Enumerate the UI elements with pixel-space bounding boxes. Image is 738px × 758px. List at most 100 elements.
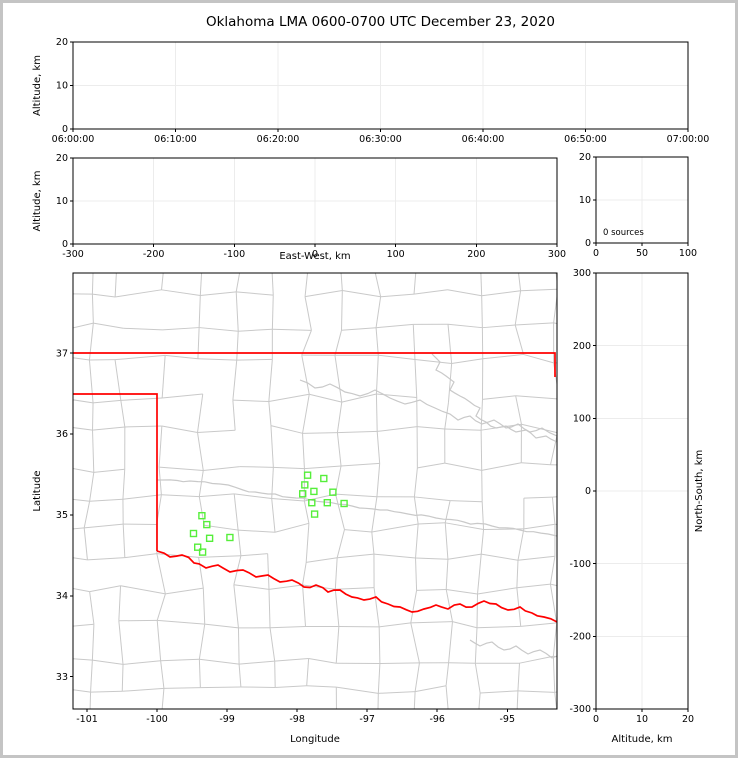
- x-tick-label: 0: [593, 714, 599, 725]
- x-tick-label: 06:20:00: [257, 134, 300, 145]
- y-axis-label-right: North-South, km: [694, 450, 705, 533]
- lma-source-marker: [226, 533, 234, 542]
- lma-source-marker: [329, 488, 337, 496]
- axis-ticks: 0 10 20 -300 -200 -100 0 100 200 300: [569, 268, 694, 725]
- state-border: [73, 352, 557, 623]
- x-axis-label: East-West, km: [279, 251, 350, 262]
- lma-source-marker: [308, 499, 316, 507]
- grid-lines: [73, 42, 688, 129]
- x-tick-label: 50: [636, 248, 648, 259]
- y-tick-label: 0: [62, 239, 68, 250]
- lma-source-marker: [340, 499, 348, 508]
- y-tick-label: 200: [573, 341, 591, 352]
- y-tick-label: -200: [569, 632, 591, 643]
- x-tick-label: 20: [682, 714, 694, 725]
- y-tick-label: 20: [56, 37, 68, 48]
- y-tick-label: 37: [56, 348, 68, 359]
- panel-frame: [72, 41, 689, 130]
- x-tick-label: 0: [593, 248, 599, 259]
- lma-source-marker: [203, 520, 211, 529]
- panel-frame: [595, 156, 689, 244]
- y-tick-label: 35: [56, 510, 68, 521]
- x-tick-label: -100: [224, 249, 246, 260]
- axis-ticks: 0 50 100 0 10 20: [579, 152, 697, 259]
- x-tick-label: 06:50:00: [564, 134, 607, 145]
- x-tick-label: 06:30:00: [359, 134, 402, 145]
- x-tick-label: 07:00:00: [667, 134, 710, 145]
- x-tick-label: 200: [467, 249, 485, 260]
- x-tick-label: 06:40:00: [462, 134, 505, 145]
- x-tick-label: -99: [219, 714, 235, 725]
- x-tick-label: 100: [387, 249, 405, 260]
- lma-source-marker: [310, 487, 318, 496]
- x-tick-label: 300: [548, 249, 566, 260]
- lma-source-marker: [198, 548, 207, 556]
- x-tick-label: 06:00:00: [52, 134, 95, 145]
- grid-lines: [596, 157, 688, 243]
- lma-source-marker: [320, 474, 328, 483]
- y-tick-label: 0: [62, 124, 68, 135]
- panel-northsouth-altitude: 0 10 20 -300 -200 -100 0 100 200 300 Altitude, km N…: [569, 268, 705, 745]
- y-tick-label: 300: [573, 268, 591, 279]
- red-river-line: [156, 550, 557, 623]
- lma-source-marker: [323, 499, 331, 507]
- y-tick-label: 33: [56, 672, 68, 683]
- lma-source-marker: [198, 512, 206, 520]
- y-axis-label: Altitude, km: [32, 55, 43, 116]
- lma-source-marker: [310, 510, 319, 518]
- x-tick-label: 100: [679, 248, 697, 259]
- y-tick-label: 0: [585, 486, 591, 497]
- x-tick-label: -101: [76, 714, 98, 725]
- x-tick-label: -97: [359, 714, 375, 725]
- grid-lines: [596, 273, 688, 709]
- map-content: [73, 273, 557, 709]
- y-tick-label: -100: [569, 559, 591, 570]
- x-tick-label: -98: [289, 714, 305, 725]
- lma-source-markers: [189, 471, 348, 556]
- lma-source-marker: [189, 529, 198, 538]
- panel-eastwest-altitude: -300 -200 -100 0 100 200 300 0 10 20 East-West, km…: [32, 153, 566, 262]
- x-tick-label: 06:10:00: [154, 134, 197, 145]
- y-tick-label: 0: [585, 238, 591, 249]
- y-tick-label: 20: [56, 153, 68, 164]
- y-axis-label: Altitude, km: [32, 171, 43, 232]
- river-lines: [157, 353, 557, 659]
- state-border-line: [73, 393, 158, 551]
- lma-source-marker: [193, 543, 202, 551]
- y-tick-label: 10: [56, 81, 68, 92]
- y-tick-label: -300: [569, 704, 591, 715]
- state-border-line: [73, 352, 556, 377]
- y-tick-label: 100: [573, 414, 591, 425]
- x-tick-label: 10: [636, 714, 648, 725]
- source-count-annotation: 0 sources: [603, 228, 644, 238]
- x-tick-label: 0: [312, 249, 318, 260]
- x-tick-label: -300: [62, 249, 84, 260]
- y-tick-label: 10: [579, 195, 591, 206]
- axis-ticks: 06:00:00 06:10:00 06:20:00 06:30:00 06:40:00…: [52, 37, 710, 145]
- river-line: [469, 639, 557, 659]
- river-line: [431, 353, 557, 443]
- panel-frame: [72, 157, 558, 245]
- river-line: [157, 479, 557, 537]
- panel-altitude-histogram: 0 50 100 0 10 20 0 sources: [579, 152, 697, 259]
- panel-frame: [72, 272, 558, 710]
- panel-time-altitude: 06:00:00 06:10:00 06:20:00 06:30:00 06:40:00…: [32, 37, 709, 145]
- x-axis-label: Altitude, km: [612, 734, 673, 745]
- panel-frame: [595, 272, 689, 710]
- x-axis-label: Longitude: [290, 734, 340, 745]
- lma-source-marker: [303, 471, 312, 479]
- lma-source-marker: [205, 534, 214, 542]
- y-axis-label: Latitude: [32, 470, 43, 511]
- y-tick-label: 34: [56, 591, 68, 602]
- x-tick-label: -100: [146, 714, 168, 725]
- x-tick-label: -96: [429, 714, 445, 725]
- y-tick-label: 20: [579, 152, 591, 163]
- river-line: [299, 379, 557, 437]
- panel-plan-view-map: -101 -100 -99 -98 -97 -96 -95 33 34 35 36 37 Longitu…: [32, 272, 558, 745]
- lma-source-marker: [301, 481, 309, 489]
- county-lines: [73, 273, 557, 709]
- x-tick-label: -95: [500, 714, 516, 725]
- x-tick-label: -200: [143, 249, 165, 260]
